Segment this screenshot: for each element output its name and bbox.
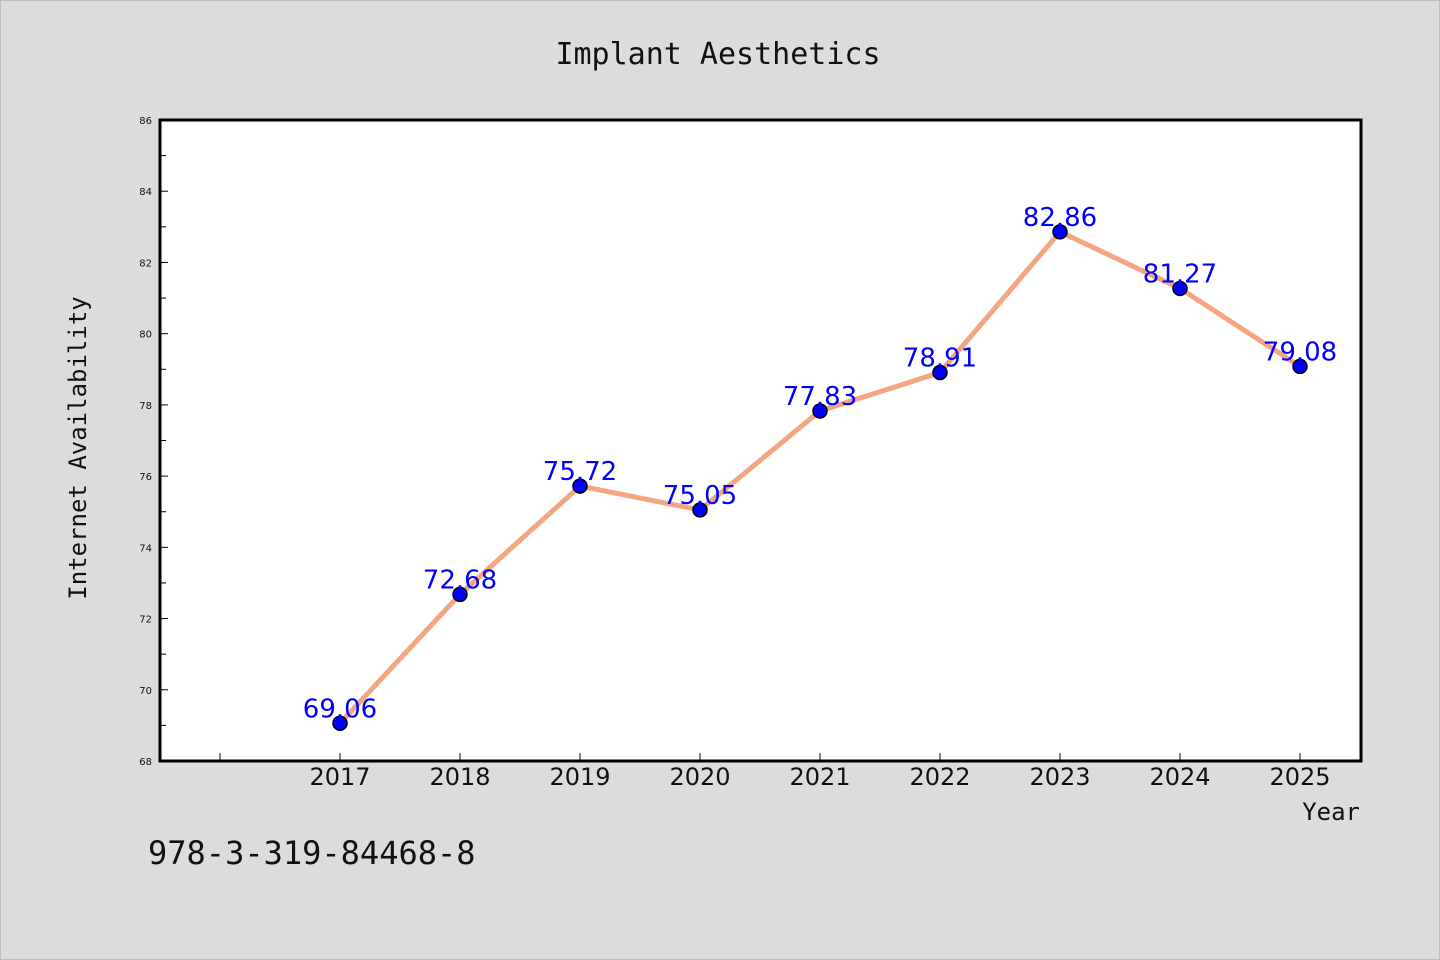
series-markers	[332, 224, 1308, 732]
y-tick-label: 70	[139, 686, 152, 697]
y-tick-label: 76	[139, 472, 152, 483]
x-tick-label: 2023	[1029, 763, 1090, 791]
y-tick-label: 78	[139, 401, 152, 412]
y-tick-label: 80	[139, 330, 152, 341]
data-value-label: 75.72	[543, 457, 617, 487]
data-point-marker	[572, 478, 588, 494]
data-value-label: 82.86	[1023, 203, 1097, 233]
data-value-label: 75.05	[663, 481, 737, 511]
y-axis-label: Internet Availability	[64, 296, 92, 599]
data-point-marker	[1292, 358, 1308, 375]
data-point-marker	[332, 715, 348, 732]
x-tick-label: 2018	[429, 763, 490, 791]
data-point-marker	[452, 586, 468, 603]
plot-area	[160, 120, 1361, 761]
data-value-label: 77.83	[783, 382, 857, 412]
plot-frame	[158, 118, 1363, 763]
x-tick-label: 2024	[1149, 763, 1210, 791]
x-tick-label: 2019	[549, 763, 610, 791]
x-tick-label: 2020	[669, 763, 730, 791]
y-tick-label: 86	[139, 116, 152, 127]
x-axis-label: Year	[1302, 798, 1360, 826]
data-point-marker	[932, 364, 948, 381]
footnote-isbn: 978-3-319-84468-8	[148, 834, 476, 872]
y-tick-label: 72	[139, 615, 152, 626]
x-tick-label: 2025	[1269, 763, 1330, 791]
data-value-label: 81.27	[1143, 259, 1217, 289]
x-axis-ticks: 2017 2018 2019 2020 2021 2022 2023 2024 2025	[219, 753, 1331, 791]
data-labels: 69.06 72.68 75.72 75.05 77.83 78.91 82.86 81.27…	[303, 203, 1337, 724]
data-point-marker	[812, 403, 828, 419]
y-tick-label: 82	[139, 258, 152, 269]
x-tick-label: 2021	[789, 763, 850, 791]
x-tick-label: 2017	[309, 763, 370, 791]
data-value-label: 72.68	[423, 565, 497, 595]
data-point-marker	[1052, 224, 1068, 240]
y-tick-label: 68	[139, 757, 152, 768]
data-value-label: 79.08	[1263, 337, 1337, 367]
data-point-marker	[692, 502, 708, 518]
chart-title: Implant Aesthetics	[555, 37, 880, 72]
data-point-marker	[1172, 280, 1188, 297]
y-tick-label: 74	[139, 543, 152, 554]
y-tick-label: 84	[139, 187, 152, 198]
data-value-label: 78.91	[903, 343, 977, 373]
data-value-label: 69.06	[303, 694, 377, 724]
x-tick-label: 2022	[909, 763, 970, 791]
